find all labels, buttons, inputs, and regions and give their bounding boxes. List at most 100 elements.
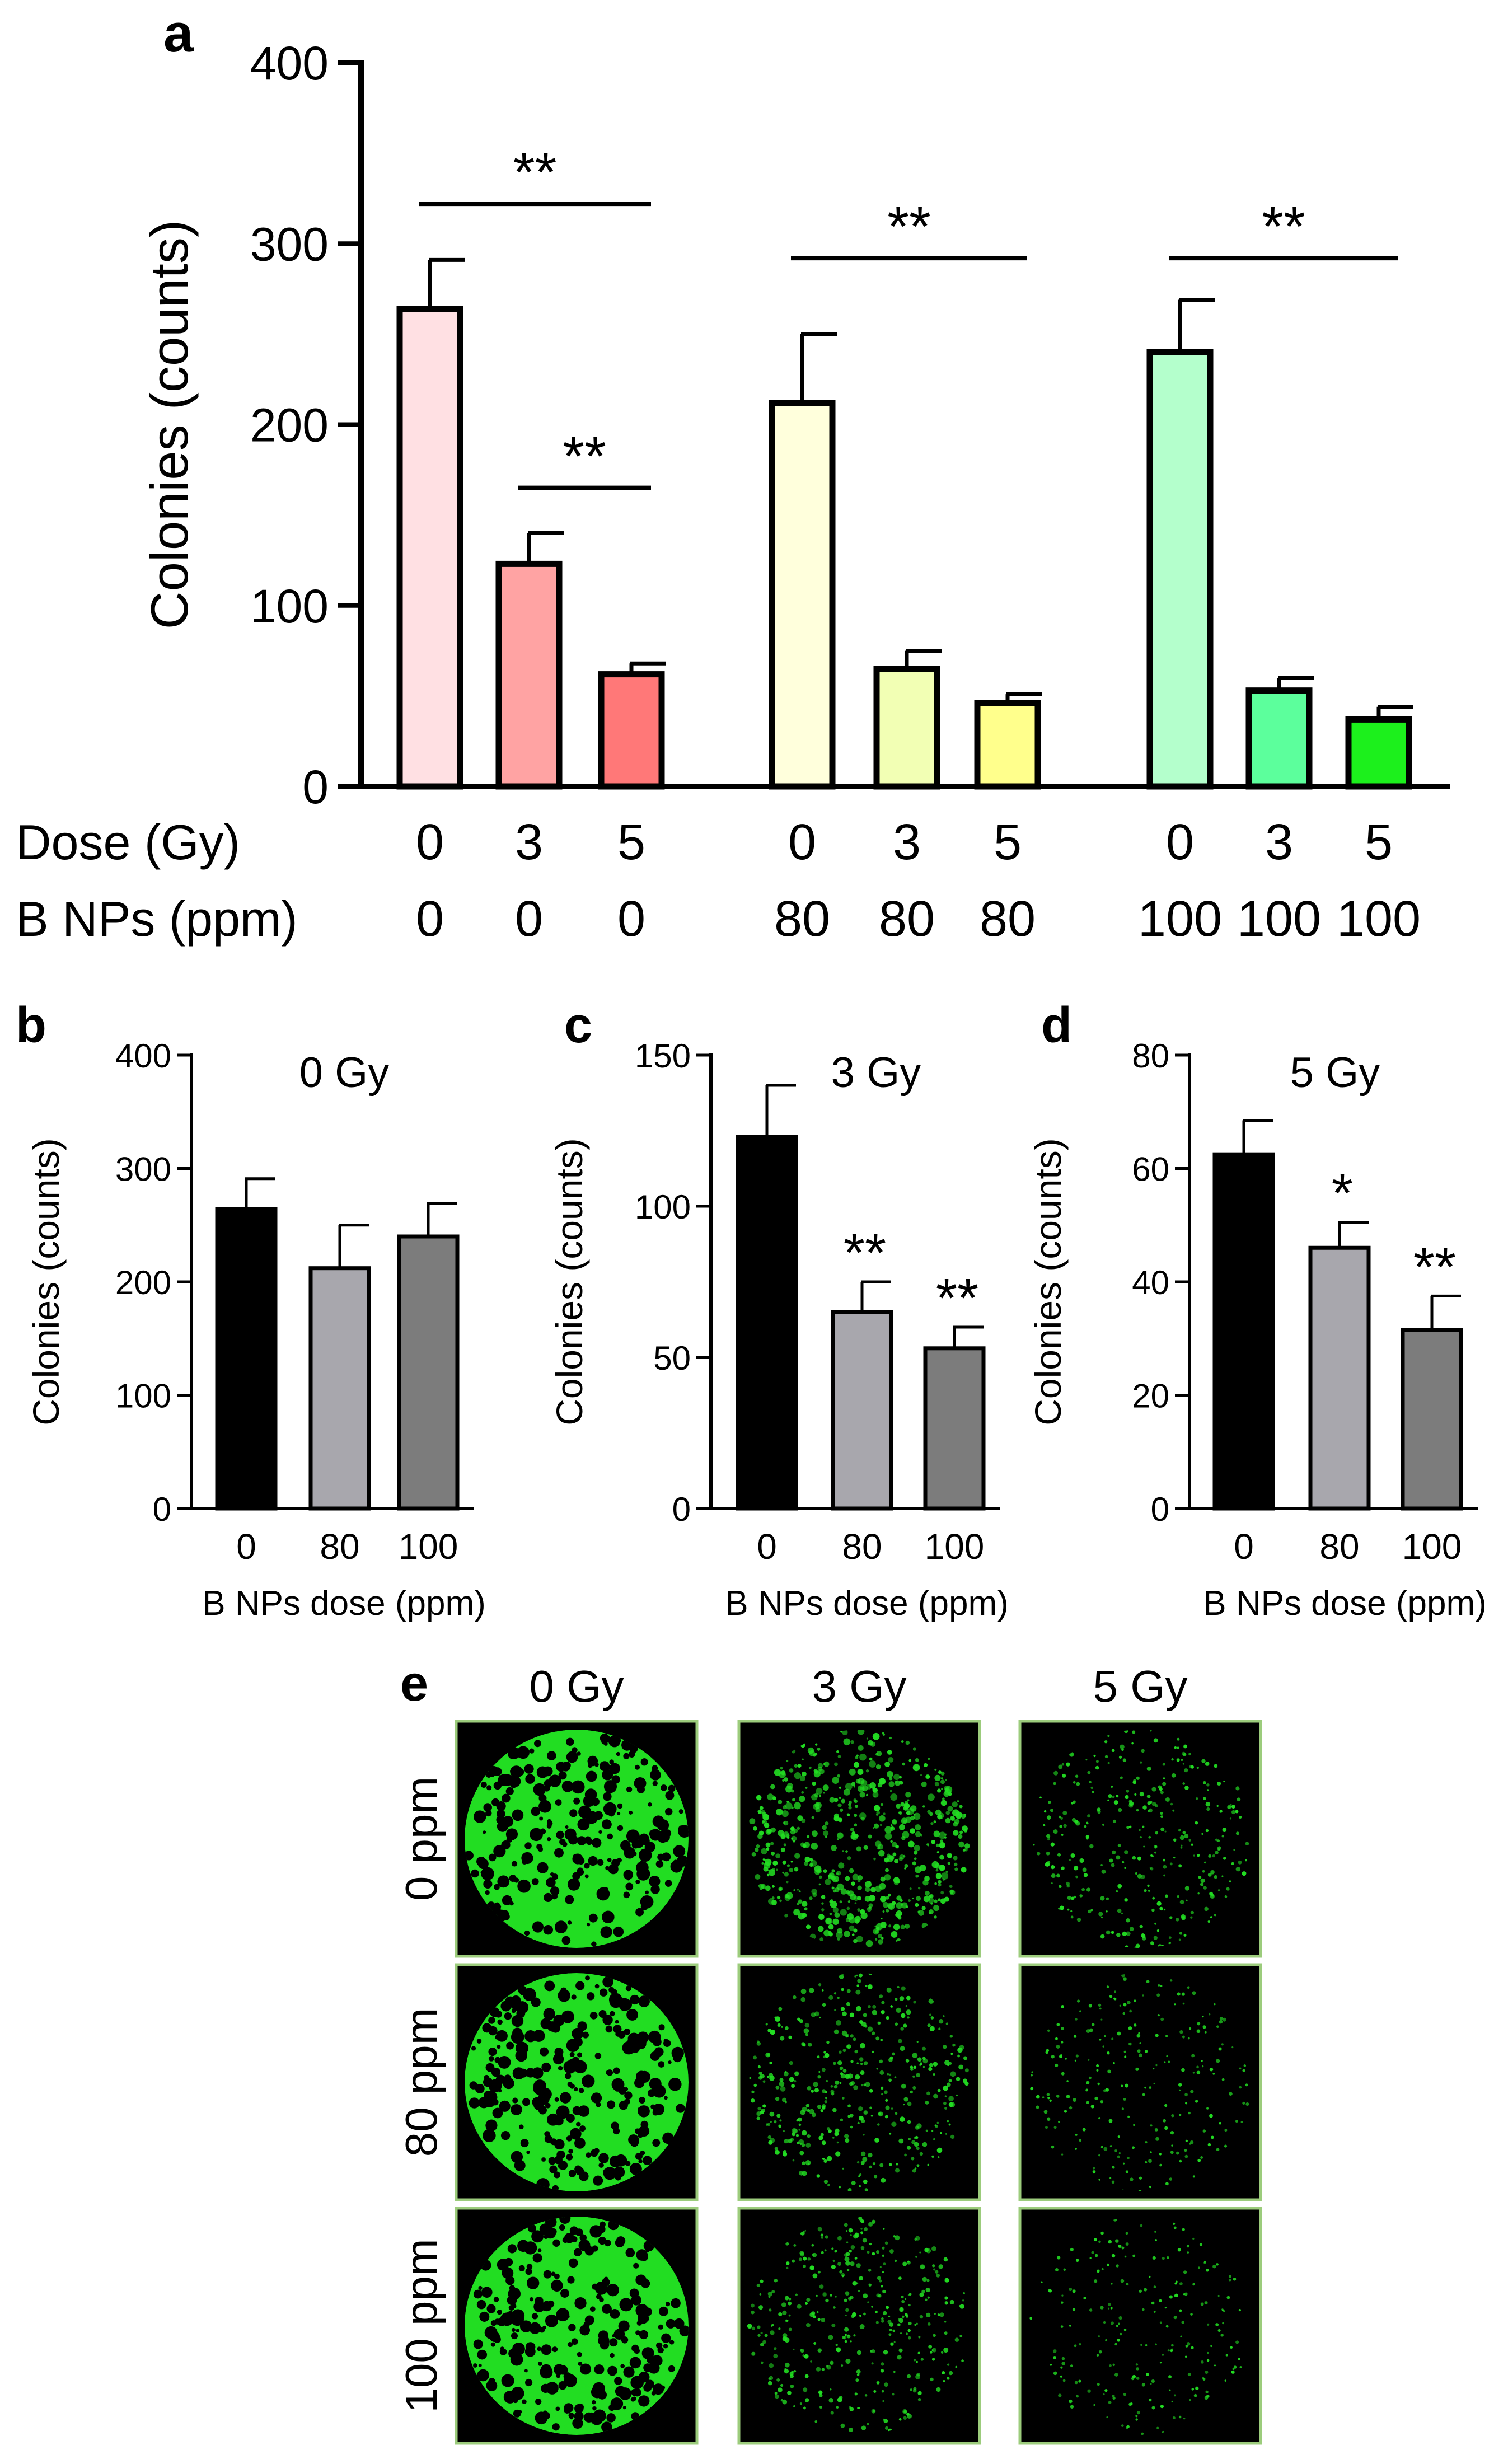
colony — [1128, 1801, 1134, 1806]
gap — [568, 2258, 578, 2268]
colony — [916, 2123, 922, 2129]
colony — [774, 2279, 778, 2283]
colony — [1087, 2389, 1091, 2393]
gap — [586, 2152, 592, 2158]
colony — [947, 2363, 950, 2366]
colony — [887, 2320, 892, 2324]
colony — [766, 2076, 770, 2078]
colony — [854, 2392, 858, 2396]
gap — [511, 2015, 524, 2027]
colony — [1162, 2257, 1165, 2260]
colony — [925, 2288, 930, 2293]
colony — [764, 2334, 768, 2337]
colony — [1202, 1870, 1205, 1873]
colony — [780, 2086, 786, 2092]
colony — [1169, 1862, 1173, 1866]
colony — [1066, 1881, 1070, 1886]
gap — [556, 1830, 564, 1839]
colony — [903, 2410, 907, 2414]
colony — [888, 2333, 892, 2336]
colony — [818, 2071, 821, 2073]
colony — [1053, 2126, 1057, 2129]
gap — [659, 2306, 668, 2316]
colony — [821, 2140, 826, 2146]
colony — [920, 1774, 922, 1776]
gap — [574, 2138, 586, 2149]
colony — [819, 2016, 821, 2019]
colony — [927, 2296, 930, 2299]
y-axis-label: Colonies (counts) — [1027, 1138, 1069, 1426]
colony — [851, 1933, 855, 1936]
colony — [906, 2009, 911, 2015]
colony — [1114, 1990, 1116, 1993]
gap — [679, 2325, 689, 2337]
colony — [801, 1818, 806, 1823]
colony — [809, 1896, 813, 1900]
colony — [901, 2295, 904, 2299]
colony — [775, 1853, 780, 1858]
colony — [901, 2299, 905, 2303]
gap — [537, 1862, 549, 1873]
colony — [1182, 2035, 1185, 2039]
colony — [1060, 2375, 1062, 2378]
colony — [797, 1826, 800, 1830]
colony — [1190, 2313, 1193, 2316]
colony — [939, 1844, 943, 1848]
colony — [1116, 1795, 1119, 1798]
colony — [914, 1857, 917, 1861]
colony — [841, 2335, 845, 2339]
colony — [1151, 2301, 1155, 2305]
colony — [837, 1997, 840, 1999]
colony — [820, 2233, 824, 2237]
colony — [859, 2315, 861, 2317]
colony — [829, 1797, 835, 1803]
gap — [493, 1781, 502, 1790]
colony — [958, 2064, 963, 2070]
colony — [1107, 2069, 1111, 2074]
colony — [749, 2077, 752, 2079]
colony — [834, 2250, 837, 2253]
colony — [822, 1784, 829, 1791]
gap — [629, 1744, 638, 1753]
colony — [1209, 2013, 1211, 2016]
gap — [645, 2248, 650, 2252]
gap — [612, 1736, 621, 1745]
colony — [839, 2082, 842, 2084]
gap — [661, 2333, 671, 2343]
colony — [832, 1918, 839, 1925]
colony — [1221, 1875, 1224, 1877]
colony — [935, 1809, 942, 1816]
colony — [794, 2079, 797, 2083]
colony — [1140, 1761, 1142, 1764]
gap — [655, 1860, 664, 1868]
colony — [1183, 1753, 1187, 1756]
colony — [1239, 1815, 1242, 1819]
colony — [933, 2138, 935, 2140]
colony — [896, 1902, 903, 1909]
colony — [865, 1793, 869, 1796]
colony — [856, 2006, 861, 2012]
colony — [1242, 2101, 1245, 2105]
colony — [891, 1826, 893, 1829]
colony — [1060, 2325, 1064, 2328]
colony — [1086, 2029, 1090, 2033]
gap — [491, 2067, 501, 2077]
colony — [905, 1801, 908, 1805]
colony — [847, 2104, 851, 2108]
colony — [797, 1764, 802, 1768]
colony — [873, 2390, 877, 2393]
colony — [844, 2134, 849, 2139]
colony — [895, 1913, 898, 1917]
bar — [1212, 1152, 1275, 1511]
colony — [1159, 2153, 1162, 2156]
colony — [941, 1788, 943, 1790]
colony — [830, 2085, 833, 2088]
colony — [762, 2080, 766, 2083]
colony — [1076, 1918, 1081, 1922]
colony — [775, 2085, 780, 2090]
colony — [859, 2324, 865, 2330]
colony — [855, 2074, 860, 2080]
colony — [793, 2405, 795, 2407]
colony — [853, 2037, 856, 2041]
colony — [808, 2043, 812, 2047]
